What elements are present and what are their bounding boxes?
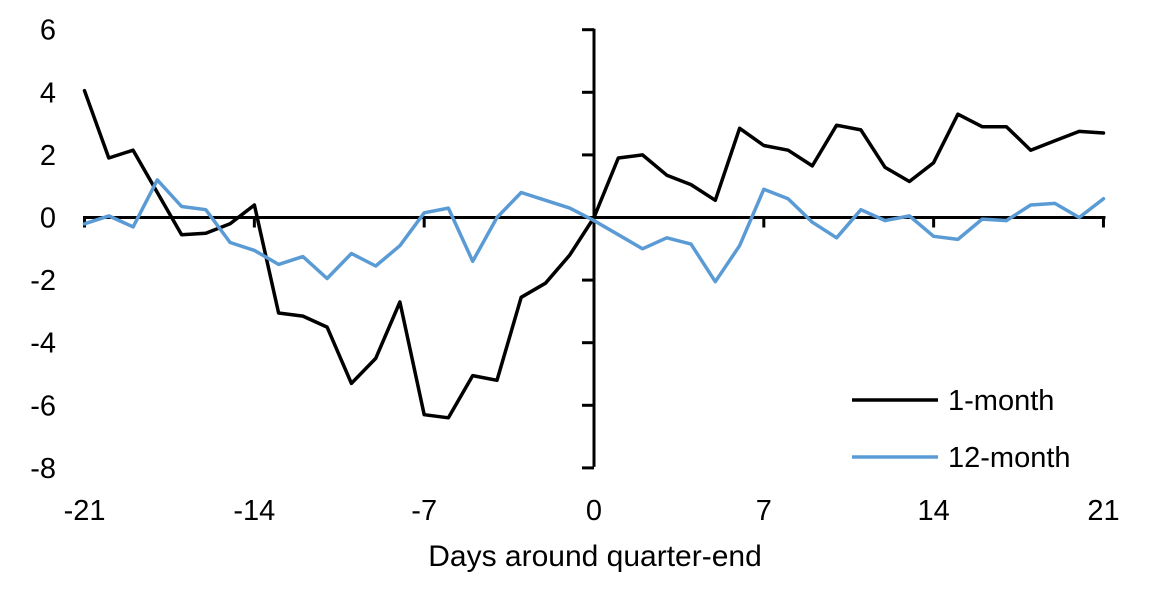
y-tick-label: -4 (30, 328, 56, 360)
x-axis-title: Days around quarter-end (428, 540, 762, 573)
x-tick-label: 14 (918, 495, 950, 527)
legend-label-12-month: 12-month (948, 442, 1071, 474)
y-tick-label: -2 (30, 265, 56, 297)
series-line-12-month (82, 178, 1106, 284)
y-tick-label: 0 (40, 203, 56, 235)
legend-label-1-month: 1-month (948, 385, 1054, 417)
y-tick-label: 6 (40, 15, 56, 47)
x-tick-label: 7 (756, 495, 772, 527)
x-tick-label: -14 (233, 495, 275, 527)
legend-item-12-month: 12-month (852, 442, 1071, 474)
y-tick-label: 4 (40, 77, 56, 109)
x-tick-label: 21 (1087, 495, 1119, 527)
x-tick-label: -21 (64, 495, 106, 527)
y-tick-label: -6 (30, 390, 56, 422)
y-tick-label: 2 (40, 140, 56, 172)
series-line-1-month (82, 88, 1106, 420)
x-tick-label: -7 (411, 495, 437, 527)
legend-item-1-month: 1-month (852, 385, 1054, 417)
x-tick-label: 0 (586, 495, 602, 527)
y-tick-label: -8 (30, 453, 56, 485)
